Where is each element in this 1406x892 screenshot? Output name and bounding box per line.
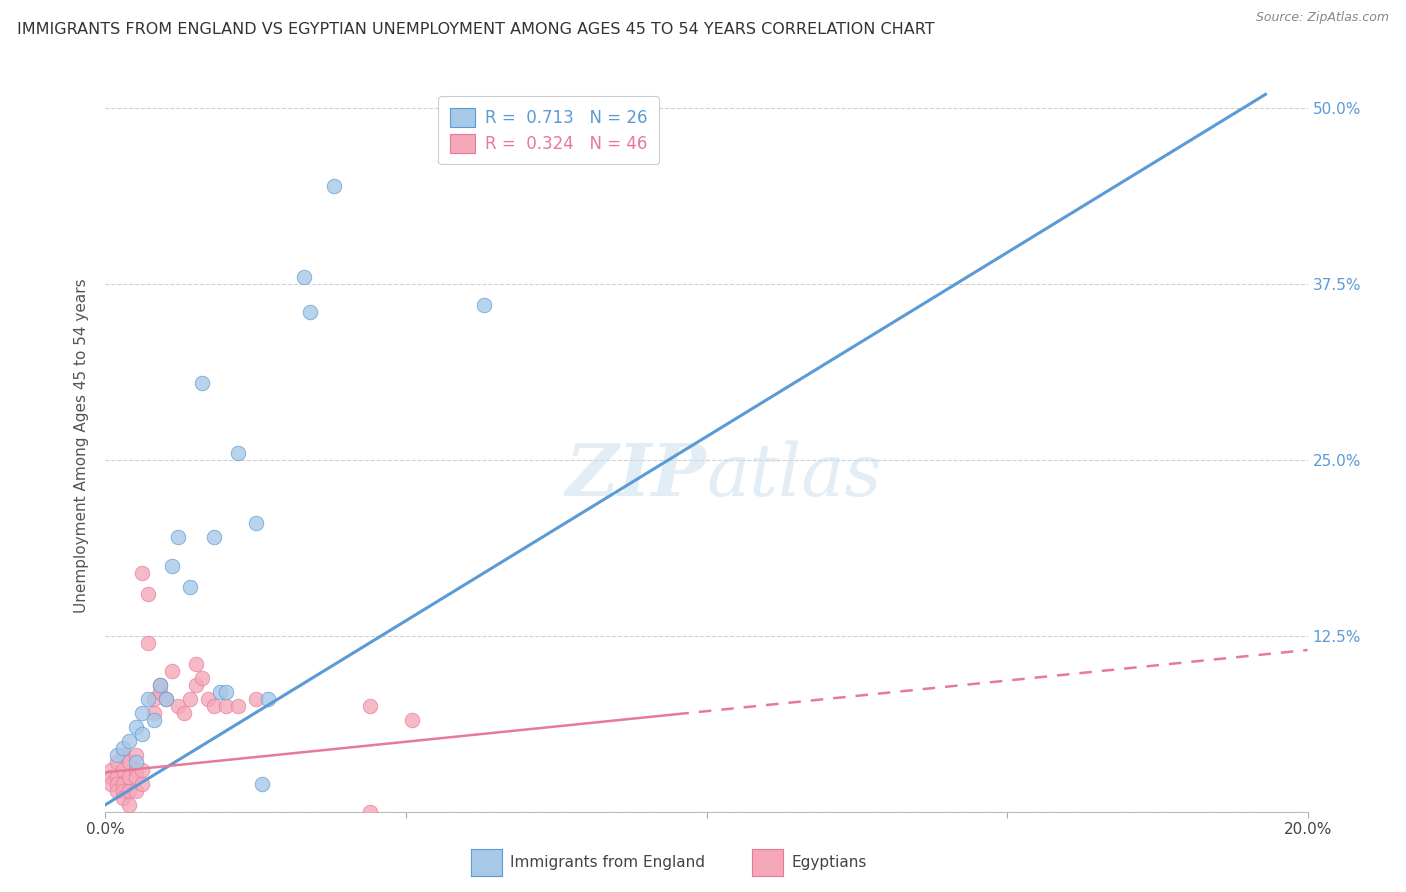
Point bbox=[148, 685, 170, 699]
Point bbox=[179, 692, 201, 706]
Text: Immigrants from England: Immigrants from England bbox=[510, 855, 706, 870]
Point bbox=[136, 692, 159, 706]
Point bbox=[112, 783, 135, 797]
Text: atlas: atlas bbox=[707, 440, 882, 510]
Point bbox=[155, 692, 177, 706]
Point bbox=[118, 797, 141, 812]
Point bbox=[131, 763, 153, 777]
Point bbox=[190, 376, 212, 390]
Point bbox=[112, 763, 135, 777]
Point bbox=[160, 664, 183, 678]
Point bbox=[112, 790, 135, 805]
Point bbox=[148, 678, 170, 692]
Point bbox=[179, 580, 201, 594]
Point bbox=[142, 692, 165, 706]
Point bbox=[202, 530, 225, 544]
Point bbox=[160, 558, 183, 573]
Point bbox=[256, 692, 278, 706]
Point bbox=[472, 298, 495, 312]
Point bbox=[245, 516, 267, 531]
Point bbox=[322, 178, 344, 193]
Point bbox=[131, 727, 153, 741]
Point bbox=[107, 748, 129, 763]
Point bbox=[118, 756, 141, 770]
Point bbox=[359, 805, 381, 819]
Point bbox=[208, 685, 231, 699]
Point bbox=[131, 706, 153, 721]
Point bbox=[298, 305, 321, 319]
Point bbox=[184, 678, 207, 692]
Y-axis label: Unemployment Among Ages 45 to 54 years: Unemployment Among Ages 45 to 54 years bbox=[75, 278, 90, 614]
Point bbox=[107, 756, 129, 770]
Point bbox=[124, 720, 146, 734]
Point bbox=[166, 530, 188, 544]
Point bbox=[112, 741, 135, 756]
Point bbox=[155, 692, 177, 706]
Point bbox=[214, 699, 236, 714]
Point bbox=[118, 734, 141, 748]
Point bbox=[226, 699, 249, 714]
Point bbox=[197, 692, 219, 706]
Point bbox=[112, 748, 135, 763]
Point bbox=[112, 776, 135, 790]
Point bbox=[148, 678, 170, 692]
Point bbox=[292, 270, 315, 285]
Point bbox=[245, 692, 267, 706]
Point bbox=[124, 756, 146, 770]
Point bbox=[190, 671, 212, 685]
Point bbox=[118, 783, 141, 797]
Point bbox=[124, 748, 146, 763]
Point bbox=[401, 714, 423, 728]
Point bbox=[124, 770, 146, 784]
Point bbox=[124, 763, 146, 777]
Point bbox=[124, 783, 146, 797]
Point bbox=[100, 763, 122, 777]
Point bbox=[107, 770, 129, 784]
Point bbox=[359, 699, 381, 714]
Point bbox=[100, 770, 122, 784]
Point bbox=[131, 776, 153, 790]
Point bbox=[100, 776, 122, 790]
Point bbox=[136, 587, 159, 601]
Point bbox=[142, 706, 165, 721]
Legend: R =  0.713   N = 26, R =  0.324   N = 46: R = 0.713 N = 26, R = 0.324 N = 46 bbox=[439, 96, 659, 164]
Point bbox=[214, 685, 236, 699]
Point bbox=[173, 706, 195, 721]
Point bbox=[226, 446, 249, 460]
Point bbox=[250, 776, 273, 790]
Point bbox=[118, 770, 141, 784]
Point bbox=[136, 636, 159, 650]
Point bbox=[107, 776, 129, 790]
Point bbox=[107, 783, 129, 797]
Text: Source: ZipAtlas.com: Source: ZipAtlas.com bbox=[1256, 11, 1389, 24]
Text: Egyptians: Egyptians bbox=[792, 855, 868, 870]
Point bbox=[184, 657, 207, 671]
Text: IMMIGRANTS FROM ENGLAND VS EGYPTIAN UNEMPLOYMENT AMONG AGES 45 TO 54 YEARS CORRE: IMMIGRANTS FROM ENGLAND VS EGYPTIAN UNEM… bbox=[17, 22, 935, 37]
Point bbox=[166, 699, 188, 714]
Point bbox=[142, 714, 165, 728]
Point bbox=[202, 699, 225, 714]
Point bbox=[131, 566, 153, 580]
Text: ZIP: ZIP bbox=[565, 440, 707, 511]
